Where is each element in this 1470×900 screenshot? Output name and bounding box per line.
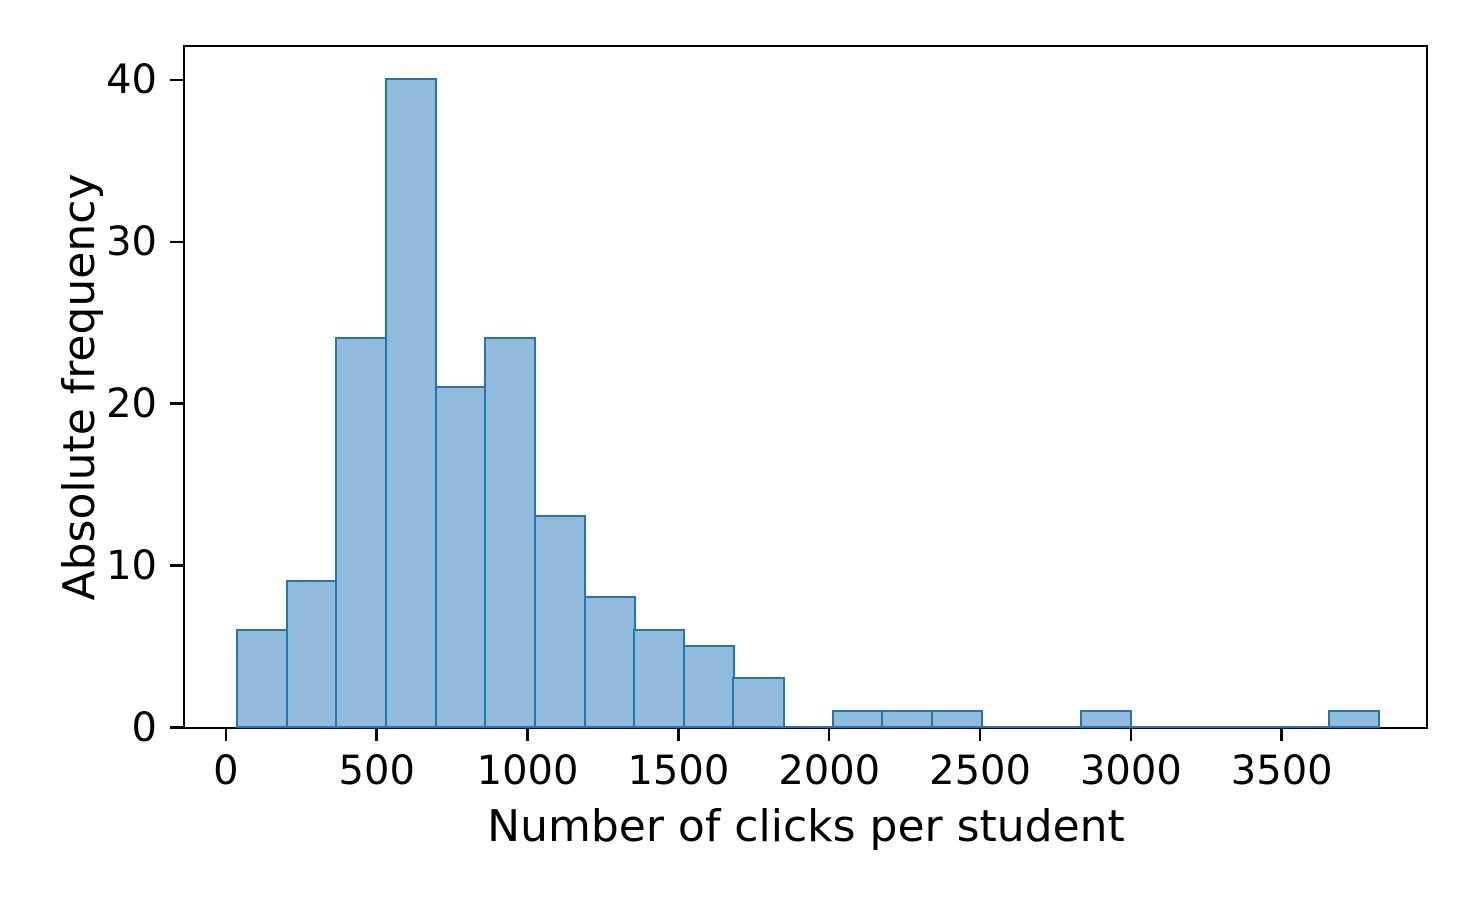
- histogram-zero-baseline: [236, 725, 1381, 729]
- y-tick-mark: [170, 402, 183, 405]
- y-tick-label: 10: [106, 542, 157, 589]
- x-tick-mark: [827, 728, 831, 741]
- x-tick-label: 500: [338, 748, 415, 794]
- histogram-bar: [831, 709, 884, 729]
- histogram-bar: [881, 709, 934, 729]
- x-tick-mark: [526, 728, 529, 741]
- histogram-bar: [484, 337, 537, 729]
- x-tick-label: 1000: [476, 748, 579, 794]
- x-tick-mark: [1129, 728, 1133, 741]
- plot-area: [183, 45, 1428, 729]
- histogram-bar: [285, 580, 338, 729]
- histogram-bar: [1079, 709, 1132, 729]
- x-tick-mark: [375, 728, 378, 741]
- y-tick-mark: [170, 240, 183, 244]
- x-tick-mark: [224, 728, 228, 741]
- histogram-bar: [1327, 709, 1381, 729]
- x-tick-label: 3500: [1230, 748, 1333, 794]
- histogram-bar: [434, 385, 487, 729]
- y-tick-label: 20: [106, 380, 157, 427]
- x-tick-mark: [677, 728, 680, 741]
- x-axis-label: Number of clicks per student: [487, 801, 1125, 852]
- histogram-bar: [633, 628, 686, 729]
- x-tick-label: 3000: [1079, 748, 1182, 794]
- histogram-bar: [583, 596, 636, 729]
- histogram-bar: [236, 628, 289, 729]
- y-tick-label: 40: [106, 56, 157, 103]
- x-tick-label: 2000: [778, 748, 881, 794]
- x-tick-mark: [978, 728, 982, 741]
- x-tick-mark: [1280, 728, 1283, 741]
- y-tick-label: 0: [131, 704, 157, 751]
- histogram-bar: [385, 78, 438, 729]
- y-tick-mark: [170, 564, 183, 567]
- x-tick-label: 1500: [627, 748, 730, 794]
- x-tick-label: 0: [213, 748, 239, 794]
- y-tick-mark: [170, 78, 183, 82]
- y-tick-label: 30: [106, 218, 157, 265]
- x-tick-label: 2500: [929, 748, 1031, 794]
- y-tick-mark: [170, 726, 183, 729]
- histogram-bar: [533, 515, 587, 729]
- histogram-bar: [682, 644, 735, 729]
- histogram-bar: [335, 337, 388, 729]
- histogram-bar: [732, 677, 785, 729]
- histogram-bar: [930, 709, 984, 729]
